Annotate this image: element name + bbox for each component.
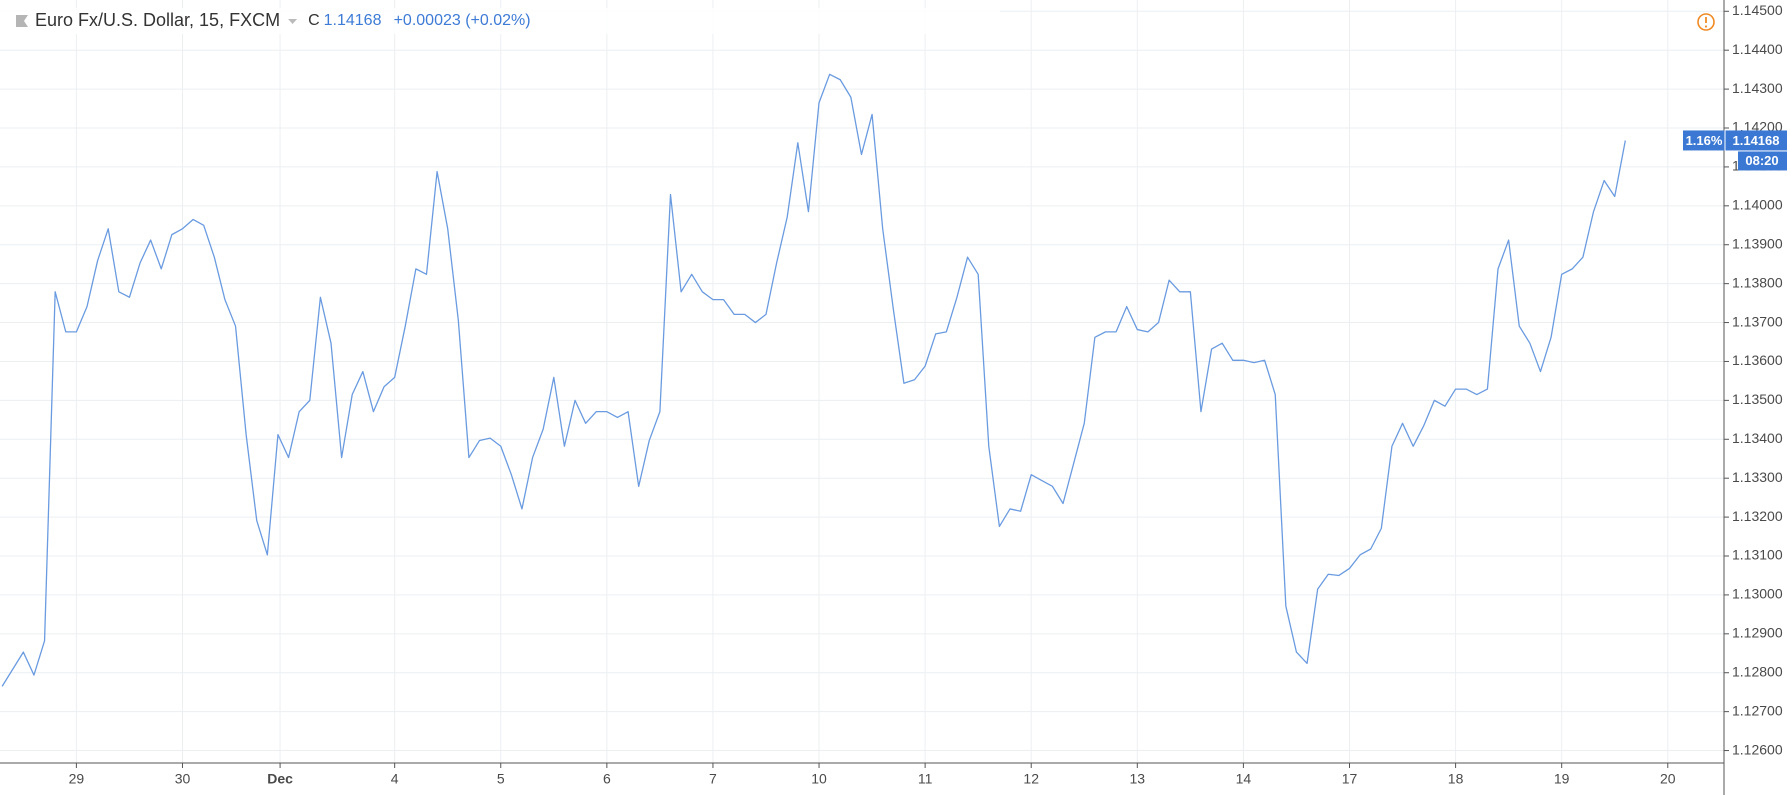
y-tick-label: 1.13900 <box>1732 235 1783 251</box>
y-tick-label: 1.12700 <box>1732 702 1783 718</box>
y-tick-label: 1.13600 <box>1732 352 1783 368</box>
y-tick-label: 1.14500 <box>1732 2 1783 18</box>
x-tick-label: 7 <box>709 771 717 787</box>
price-change-pct: 1.16% <box>1686 133 1723 148</box>
time-badge-bg <box>1738 151 1787 171</box>
price-line <box>1 73 1626 687</box>
y-tick-label: 1.14300 <box>1732 80 1783 96</box>
close-value: 1.14168 <box>324 12 382 29</box>
warning-circle <box>1697 13 1715 31</box>
x-tick-label: 14 <box>1236 771 1252 787</box>
y-tick-label: 1.13800 <box>1732 274 1783 290</box>
x-tick-label: 18 <box>1448 771 1464 787</box>
change: +0.00023 (+0.02%) <box>394 12 531 29</box>
y-tick-label: 1.13000 <box>1732 586 1783 602</box>
y-tick-label: 1.13200 <box>1732 508 1783 524</box>
x-tick-label: 19 <box>1554 771 1570 787</box>
header[interactable]: Euro Fx/U.S. Dollar, 15, FXCM C 1.14168 … <box>0 8 1000 34</box>
x-tick-label: 4 <box>391 771 399 787</box>
grid <box>0 0 1724 763</box>
x-tick-label: 30 <box>175 771 191 787</box>
x-tick-label: 5 <box>497 771 505 787</box>
x-tick-label: 29 <box>69 771 85 787</box>
y-tick-label: 1.13300 <box>1732 469 1783 485</box>
x-tick-label: 11 <box>918 771 933 787</box>
y-tick-label: 1.12900 <box>1732 625 1783 641</box>
y-tick-label: 1.13500 <box>1732 391 1783 407</box>
warning-dot <box>1704 25 1708 28</box>
close-label: C <box>308 12 320 29</box>
x-tick-label: 12 <box>1023 771 1039 787</box>
header-bg <box>0 8 1000 34</box>
warning-icon[interactable] <box>1697 13 1715 31</box>
y-tick-label: 1.13700 <box>1732 313 1783 329</box>
y-tick-label: 1.14400 <box>1732 41 1783 57</box>
symbol-title[interactable]: Euro Fx/U.S. Dollar, 15, FXCM <box>35 10 280 30</box>
dropdown-caret[interactable] <box>288 19 298 24</box>
x-tick-label: 13 <box>1130 771 1146 787</box>
x-tick-label: 10 <box>811 771 827 787</box>
price-value: 1.14168 <box>1733 133 1780 148</box>
price-badges: 1.16% 1.14168 08:20 <box>1683 130 1787 171</box>
time-badge: 08:20 <box>1745 153 1778 168</box>
y-tick-label: 1.12600 <box>1732 741 1783 757</box>
plot <box>1 73 1626 687</box>
x-tick-label: 20 <box>1660 771 1676 787</box>
x-tick-label: 17 <box>1342 771 1358 787</box>
x-tick-label: 6 <box>603 771 611 787</box>
y-tick-label: 1.14000 <box>1732 197 1783 213</box>
price-badge-bg <box>1683 130 1787 151</box>
x-tick-label: Dec <box>267 771 293 787</box>
flag-icon <box>16 15 28 27</box>
y-tick-label: 1.12800 <box>1732 663 1783 679</box>
y-tick-label: 1.13400 <box>1732 430 1783 446</box>
y-tick-label: 1.13100 <box>1732 547 1783 563</box>
